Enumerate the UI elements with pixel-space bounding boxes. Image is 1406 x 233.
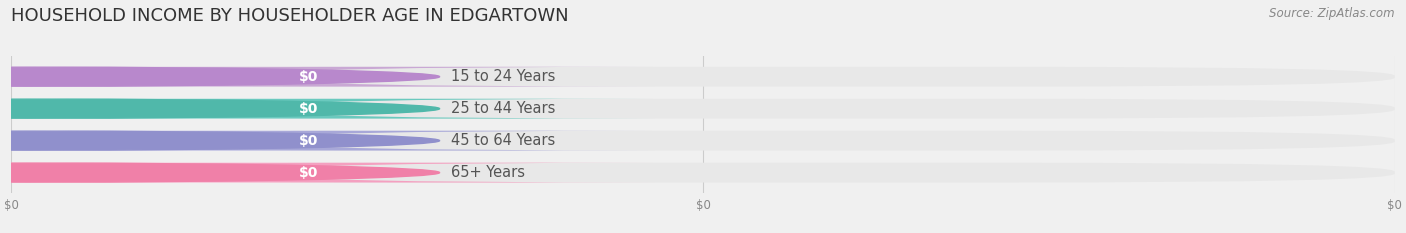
FancyBboxPatch shape [0, 131, 399, 151]
Text: $0: $0 [299, 70, 318, 84]
Text: Source: ZipAtlas.com: Source: ZipAtlas.com [1270, 7, 1395, 20]
Circle shape [0, 99, 440, 118]
FancyBboxPatch shape [0, 163, 399, 182]
Text: 15 to 24 Years: 15 to 24 Years [451, 69, 555, 84]
Text: HOUSEHOLD INCOME BY HOUSEHOLDER AGE IN EDGARTOWN: HOUSEHOLD INCOME BY HOUSEHOLDER AGE IN E… [11, 7, 569, 25]
Text: $0: $0 [299, 166, 318, 180]
FancyBboxPatch shape [0, 163, 655, 182]
FancyBboxPatch shape [0, 67, 399, 87]
FancyBboxPatch shape [11, 99, 1395, 119]
FancyBboxPatch shape [11, 131, 1395, 151]
Text: $0: $0 [299, 102, 318, 116]
FancyBboxPatch shape [0, 99, 399, 119]
Text: 45 to 64 Years: 45 to 64 Years [451, 133, 555, 148]
FancyBboxPatch shape [11, 67, 1395, 87]
FancyBboxPatch shape [0, 67, 655, 87]
Circle shape [0, 67, 440, 86]
FancyBboxPatch shape [0, 131, 655, 151]
Circle shape [0, 163, 440, 182]
Text: $0: $0 [299, 134, 318, 148]
FancyBboxPatch shape [11, 163, 1395, 182]
FancyBboxPatch shape [0, 99, 655, 119]
Text: 65+ Years: 65+ Years [451, 165, 524, 180]
Circle shape [0, 131, 440, 150]
Text: 25 to 44 Years: 25 to 44 Years [451, 101, 555, 116]
